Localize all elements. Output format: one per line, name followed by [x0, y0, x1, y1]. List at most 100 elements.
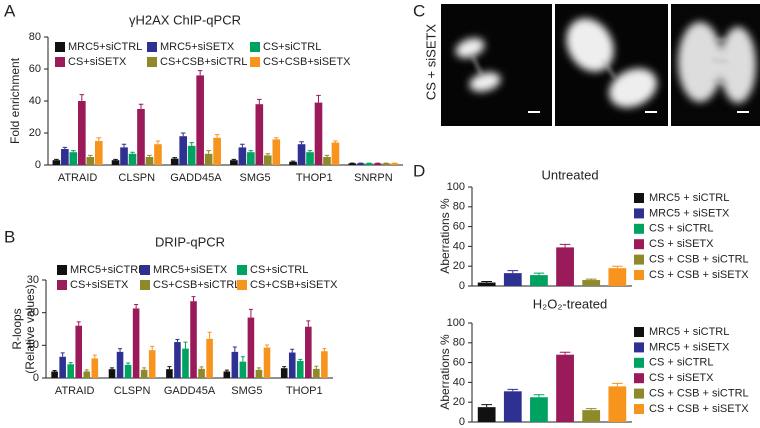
bar — [170, 158, 179, 165]
chart-title: DRIP-qPCR — [155, 234, 225, 249]
legend-label: MRC5 + siCTRL — [649, 192, 729, 204]
bar — [608, 386, 627, 422]
bar — [182, 348, 189, 378]
y-tick-label: 20 — [29, 127, 41, 139]
legend-label: CS + CSB + siSETX — [649, 403, 749, 415]
bar — [140, 369, 148, 378]
error-bar — [248, 308, 253, 318]
error-bar — [155, 140, 161, 145]
error-bar — [76, 321, 81, 326]
bar — [373, 163, 382, 165]
error-bar — [559, 351, 571, 355]
bar — [238, 147, 247, 165]
y-axis-label: Fold enrichment — [8, 57, 22, 144]
legend-label: MRC5 + siSETX — [649, 207, 730, 219]
legend-label: MRC5+siCTRL — [70, 264, 144, 276]
bar — [582, 280, 601, 286]
error-bar — [197, 70, 203, 76]
bar — [556, 247, 574, 286]
bar — [477, 282, 496, 286]
error-bar — [191, 296, 196, 302]
error-bar — [118, 348, 123, 352]
legend-label: CS + siCTRL — [649, 357, 714, 369]
error-bar — [180, 132, 186, 137]
bar — [503, 391, 522, 422]
bar — [306, 152, 314, 165]
error-bar — [121, 143, 127, 148]
bar — [255, 104, 264, 165]
error-bar — [84, 369, 89, 372]
y-tick-label: 0 — [35, 159, 41, 171]
error-bar — [62, 146, 68, 149]
error-bar — [481, 281, 492, 283]
error-bar — [282, 366, 287, 369]
legend-swatch — [55, 42, 65, 52]
bar — [365, 163, 373, 165]
legend-swatch — [634, 254, 644, 265]
x-tick-label: THOP1 — [296, 172, 333, 184]
error-bar — [224, 369, 229, 372]
legend-label: CS + CSB + siCTRL — [649, 388, 749, 400]
bar — [296, 361, 304, 378]
error-bar — [307, 150, 313, 153]
error-bar — [612, 382, 623, 387]
y-tick-label: 40 — [453, 376, 465, 388]
y-axis-label: (Relative values) — [23, 284, 37, 373]
legend-label: CS+siSETX — [68, 56, 127, 68]
error-bar — [130, 151, 135, 154]
error-bar — [79, 94, 85, 101]
chart-title: Untreated — [541, 167, 598, 182]
error-bar — [290, 160, 296, 162]
y-tick-label: 60 — [29, 63, 41, 75]
error-bar — [54, 158, 59, 161]
micrographs — [441, 4, 760, 126]
legend-swatch — [634, 223, 644, 234]
bar — [272, 139, 281, 165]
bar — [61, 149, 69, 165]
legend-label: MRC5+siCTRL — [68, 41, 142, 53]
bar — [69, 152, 78, 165]
bar — [390, 163, 399, 165]
x-tick-label: CLSPN — [118, 172, 155, 184]
bar — [174, 342, 181, 378]
image-label: CS + siSETX — [423, 24, 438, 101]
bar — [213, 137, 221, 165]
bar — [313, 368, 320, 378]
panel-letter: A — [4, 1, 16, 20]
error-bar — [189, 142, 194, 146]
bar — [323, 157, 331, 165]
legend-label: CS + CSB + siSETX — [649, 269, 749, 281]
bar — [230, 160, 238, 165]
error-bar — [240, 143, 245, 148]
legend-swatch — [634, 404, 644, 414]
y-tick-label: 0 — [33, 372, 39, 384]
error-bar — [298, 358, 303, 362]
legend-swatch — [140, 265, 150, 275]
legend-label: CS + CSB + siCTRL — [649, 254, 749, 266]
error-bar — [333, 140, 338, 143]
y-tick-label: 30 — [27, 274, 39, 286]
legend-label: CS+CSB+siSETX — [263, 56, 351, 68]
bar — [223, 371, 231, 378]
bar — [206, 338, 213, 378]
bar — [321, 351, 328, 378]
bar — [263, 155, 272, 165]
bar — [263, 347, 271, 378]
bar — [124, 364, 132, 378]
error-bar — [533, 394, 545, 398]
error-bar — [481, 404, 492, 408]
error-bar — [134, 304, 139, 309]
error-bar — [316, 94, 321, 103]
x-tick-label: GADD45A — [170, 172, 222, 184]
error-bar — [68, 362, 73, 365]
bar — [305, 326, 312, 378]
bar — [289, 161, 297, 165]
bar — [86, 157, 95, 165]
error-bar — [96, 137, 102, 141]
legend-label: MRC5 + siSETX — [649, 341, 730, 353]
bar — [331, 142, 340, 165]
legend-swatch — [634, 239, 644, 250]
bar — [132, 308, 140, 378]
bar — [75, 325, 83, 378]
